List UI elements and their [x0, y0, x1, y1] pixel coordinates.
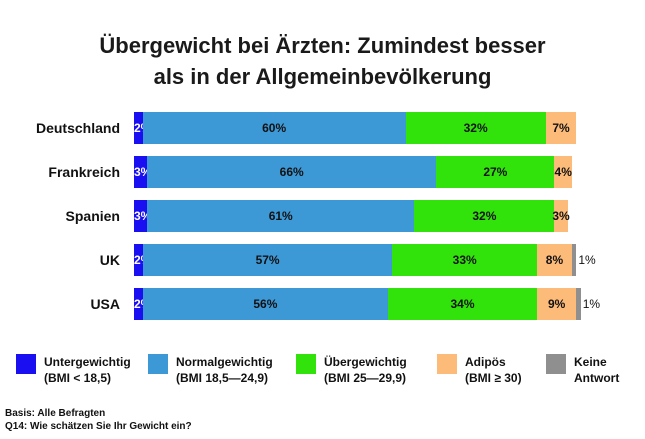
legend-swatch-2 — [148, 354, 168, 374]
legend-item-3: Übergewichtig (BMI 25—29,9) — [296, 354, 407, 386]
data-label-frankreich-4: 4% — [554, 165, 572, 179]
legend-label-line-1: Untergewichtig — [44, 355, 131, 369]
data-label-spanien-2: 61% — [268, 209, 293, 223]
row-label-usa: USA — [90, 296, 120, 312]
data-label-spanien-3: 32% — [472, 209, 497, 223]
bar-segment-spanien-2: 61% — [147, 200, 415, 232]
legend-label-line-2: (BMI 18,5—24,9) — [176, 371, 269, 385]
stacked-bar-chart: Deutschland 2% 60% 32% 7% Frankreich 3% 66% 27% 4… — [35, 112, 601, 320]
bar-segment-frankreich-2: 66% — [147, 156, 437, 188]
legend-label-line-2: (BMI 25—29,9) — [324, 371, 407, 385]
legend-label-5: Keine Antwort — [574, 354, 619, 386]
legend-item-4: Adipös (BMI ≥ 30) — [437, 354, 522, 386]
bar-segment-deutschland-2: 60% — [142, 112, 406, 144]
legend-label-line-2: (BMI < 18,5) — [44, 371, 112, 385]
legend-label-line-2: Antwort — [574, 371, 620, 385]
bar-segment-uk-5 — [572, 244, 577, 276]
legend-label-2: Normalgewichtig (BMI 18,5—24,9) — [176, 354, 273, 386]
legend-label-line-1: Übergewichtig — [324, 355, 407, 369]
data-label-uk-4: 8% — [545, 253, 564, 267]
bar-segment-spanien-3: 32% — [414, 200, 555, 232]
data-label-uk-3: 33% — [452, 253, 477, 267]
legend-label-1: Untergewichtig (BMI < 18,5) — [44, 354, 131, 386]
legend-item-5: Keine Antwort — [546, 354, 619, 386]
bar-segment-usa-5 — [576, 288, 581, 320]
footer-basis: Basis: Alle Befragten — [5, 408, 106, 419]
row-label-frankreich: Frankreich — [48, 164, 120, 180]
chart-title-line-2: als in der Allgemeinbevölkerung — [153, 64, 492, 89]
bar-segment-uk-4: 8% — [536, 244, 572, 276]
chart-legend: Untergewichtig (BMI < 18,5) Normalgewichti… — [0, 354, 645, 394]
data-label-deutschland-4: 7% — [552, 121, 570, 135]
legend-swatch-3 — [296, 354, 316, 374]
bar-segment-usa-1: 2% — [134, 288, 151, 320]
legend-label-line-1: Normalgewichtig — [176, 355, 273, 369]
legend-label-line-2: (BMI ≥ 30) — [465, 371, 522, 385]
row-label-spanien: Spanien — [65, 208, 120, 224]
chart-title: Übergewicht bei Ärzten: Zumindest besser… — [0, 30, 645, 92]
data-label-spanien-4: 3% — [552, 209, 570, 223]
legend-label-line-1: Adipös — [465, 355, 506, 369]
data-label-frankreich-1: 3% — [134, 165, 152, 179]
bar-segment-uk-2: 57% — [142, 244, 393, 276]
data-label-usa-3: 34% — [450, 297, 475, 311]
data-label-frankreich-2: 66% — [279, 165, 304, 179]
legend-label-3: Übergewichtig (BMI 25—29,9) — [324, 354, 407, 386]
data-label-deutschland-3: 32% — [463, 121, 488, 135]
bar-segment-deutschland-3: 32% — [405, 112, 546, 144]
footer-question: Q14: Wie schätzen Sie Ihr Gewicht ein? — [5, 421, 192, 432]
legend-label-line-1: Keine — [574, 355, 607, 369]
chart-footer: Basis: Alle Befragten Q14: Wie schätzen … — [5, 407, 192, 433]
row-label-uk: UK — [99, 252, 120, 268]
data-label-uk-no-answer: 1% — [578, 253, 596, 267]
data-label-usa-4: 9% — [547, 297, 566, 311]
legend-swatch-4 — [437, 354, 457, 374]
legend-item-2: Normalgewichtig (BMI 18,5—24,9) — [148, 354, 273, 386]
data-label-frankreich-3: 27% — [483, 165, 508, 179]
legend-swatch-5 — [546, 354, 566, 374]
bar-segment-deutschland-4: 7% — [545, 112, 577, 144]
chart-title-line-1: Übergewicht bei Ärzten: Zumindest besser — [99, 33, 546, 58]
bar-segment-usa-3: 34% — [388, 288, 537, 320]
bar-segment-usa-4: 9% — [536, 288, 577, 320]
bar-segment-uk-1: 2% — [134, 244, 151, 276]
row-label-deutschland: Deutschland — [35, 120, 120, 136]
bar-segment-deutschland-1: 2% — [134, 112, 151, 144]
legend-label-4: Adipös (BMI ≥ 30) — [465, 354, 522, 386]
bar-segment-usa-2: 56% — [142, 288, 389, 320]
data-label-usa-2: 56% — [253, 297, 278, 311]
bar-segment-frankreich-4: 4% — [554, 156, 572, 188]
data-label-spanien-1: 3% — [134, 209, 152, 223]
bar-segment-frankreich-3: 27% — [436, 156, 555, 188]
data-label-usa-no-answer: 1% — [582, 297, 601, 311]
bar-segment-spanien-4: 3% — [552, 200, 570, 232]
legend-item-1: Untergewichtig (BMI < 18,5) — [16, 354, 131, 386]
bar-segment-uk-3: 33% — [392, 244, 537, 276]
legend-swatch-1 — [16, 354, 36, 374]
data-label-uk-2: 57% — [255, 253, 280, 267]
bar-segment-frankreich-1: 3% — [134, 156, 151, 188]
data-label-deutschland-2: 60% — [262, 121, 287, 135]
bar-segment-spanien-1: 3% — [134, 200, 151, 232]
